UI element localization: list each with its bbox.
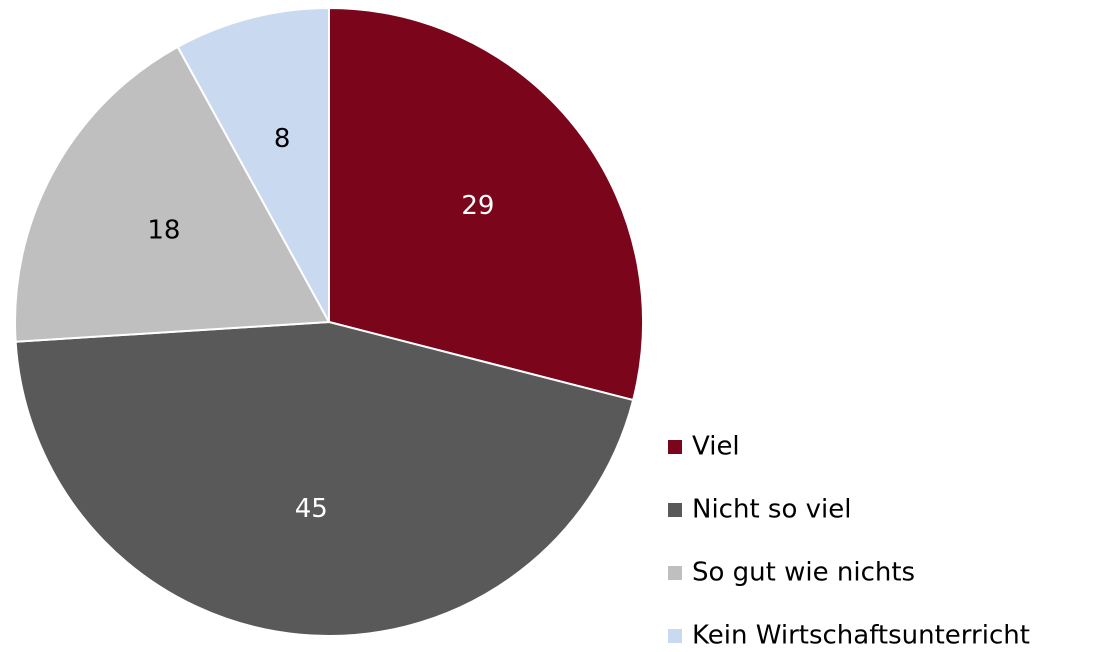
legend-label: Kein Wirtschaftsunterricht: [692, 621, 1030, 649]
legend-label: Viel: [692, 432, 740, 462]
legend-swatch: [668, 440, 682, 454]
slice-label: 45: [295, 494, 328, 524]
legend-swatch: [668, 629, 682, 643]
slice-label: 18: [147, 216, 180, 246]
slice-label: 8: [274, 124, 291, 154]
legend-swatch: [668, 503, 682, 517]
legend-label: So gut wie nichts: [692, 558, 915, 588]
pie-slice: [176, 6, 330, 323]
pie-slice: [328, 6, 644, 402]
legend-label: Nicht so viel: [692, 495, 851, 525]
pie-slice: [14, 45, 331, 343]
legend-swatch: [668, 566, 682, 580]
slice-label: 29: [461, 191, 494, 221]
pie-slice: [14, 320, 635, 637]
